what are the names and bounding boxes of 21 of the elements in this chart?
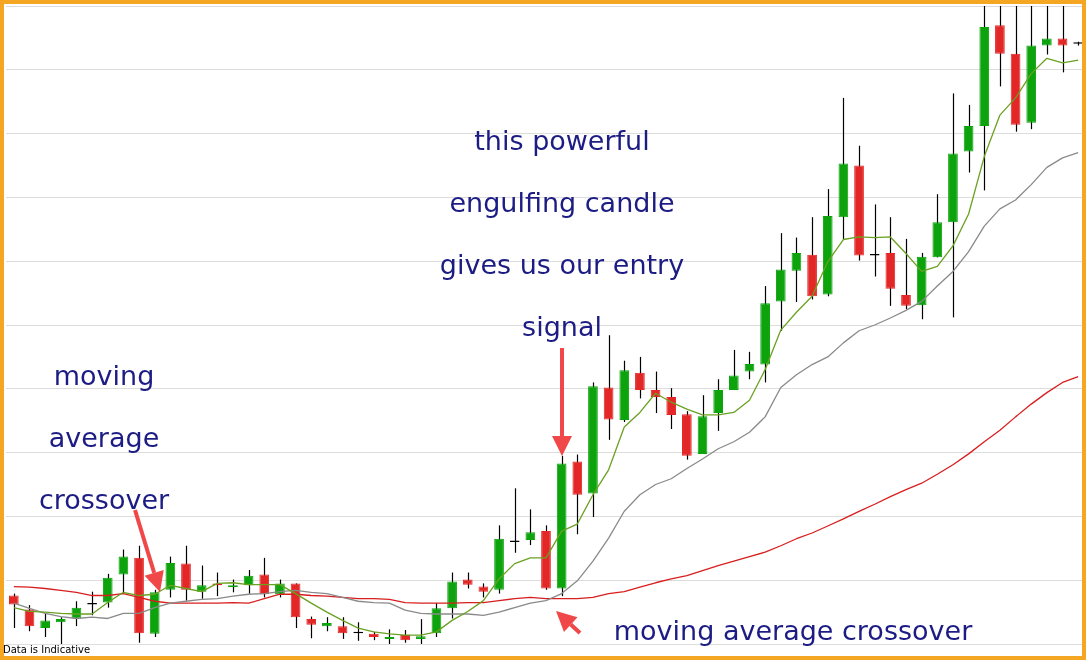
annotation: this powerful engulfing candle gives us our entry signal xyxy=(438,124,686,344)
annotation: moving average crossover xyxy=(612,614,974,648)
candlestick xyxy=(259,557,270,599)
candlestick xyxy=(1042,5,1052,56)
candlestick xyxy=(666,387,677,430)
candlestick xyxy=(728,349,739,391)
candlestick xyxy=(744,351,755,380)
candlestick xyxy=(791,236,802,303)
candlestick xyxy=(306,615,317,639)
candlestick xyxy=(102,573,113,609)
candlestick xyxy=(8,593,19,629)
candlestick xyxy=(713,378,724,432)
candlestick xyxy=(635,356,645,399)
candlestick xyxy=(525,508,536,546)
candlestick xyxy=(901,238,911,310)
candlestick xyxy=(415,618,426,645)
annotation: moving average crossover xyxy=(37,359,171,517)
annotation: Data is Indicative xyxy=(3,644,92,655)
candlestick xyxy=(1057,5,1068,73)
candlestick xyxy=(40,612,50,638)
candlestick xyxy=(337,616,348,640)
